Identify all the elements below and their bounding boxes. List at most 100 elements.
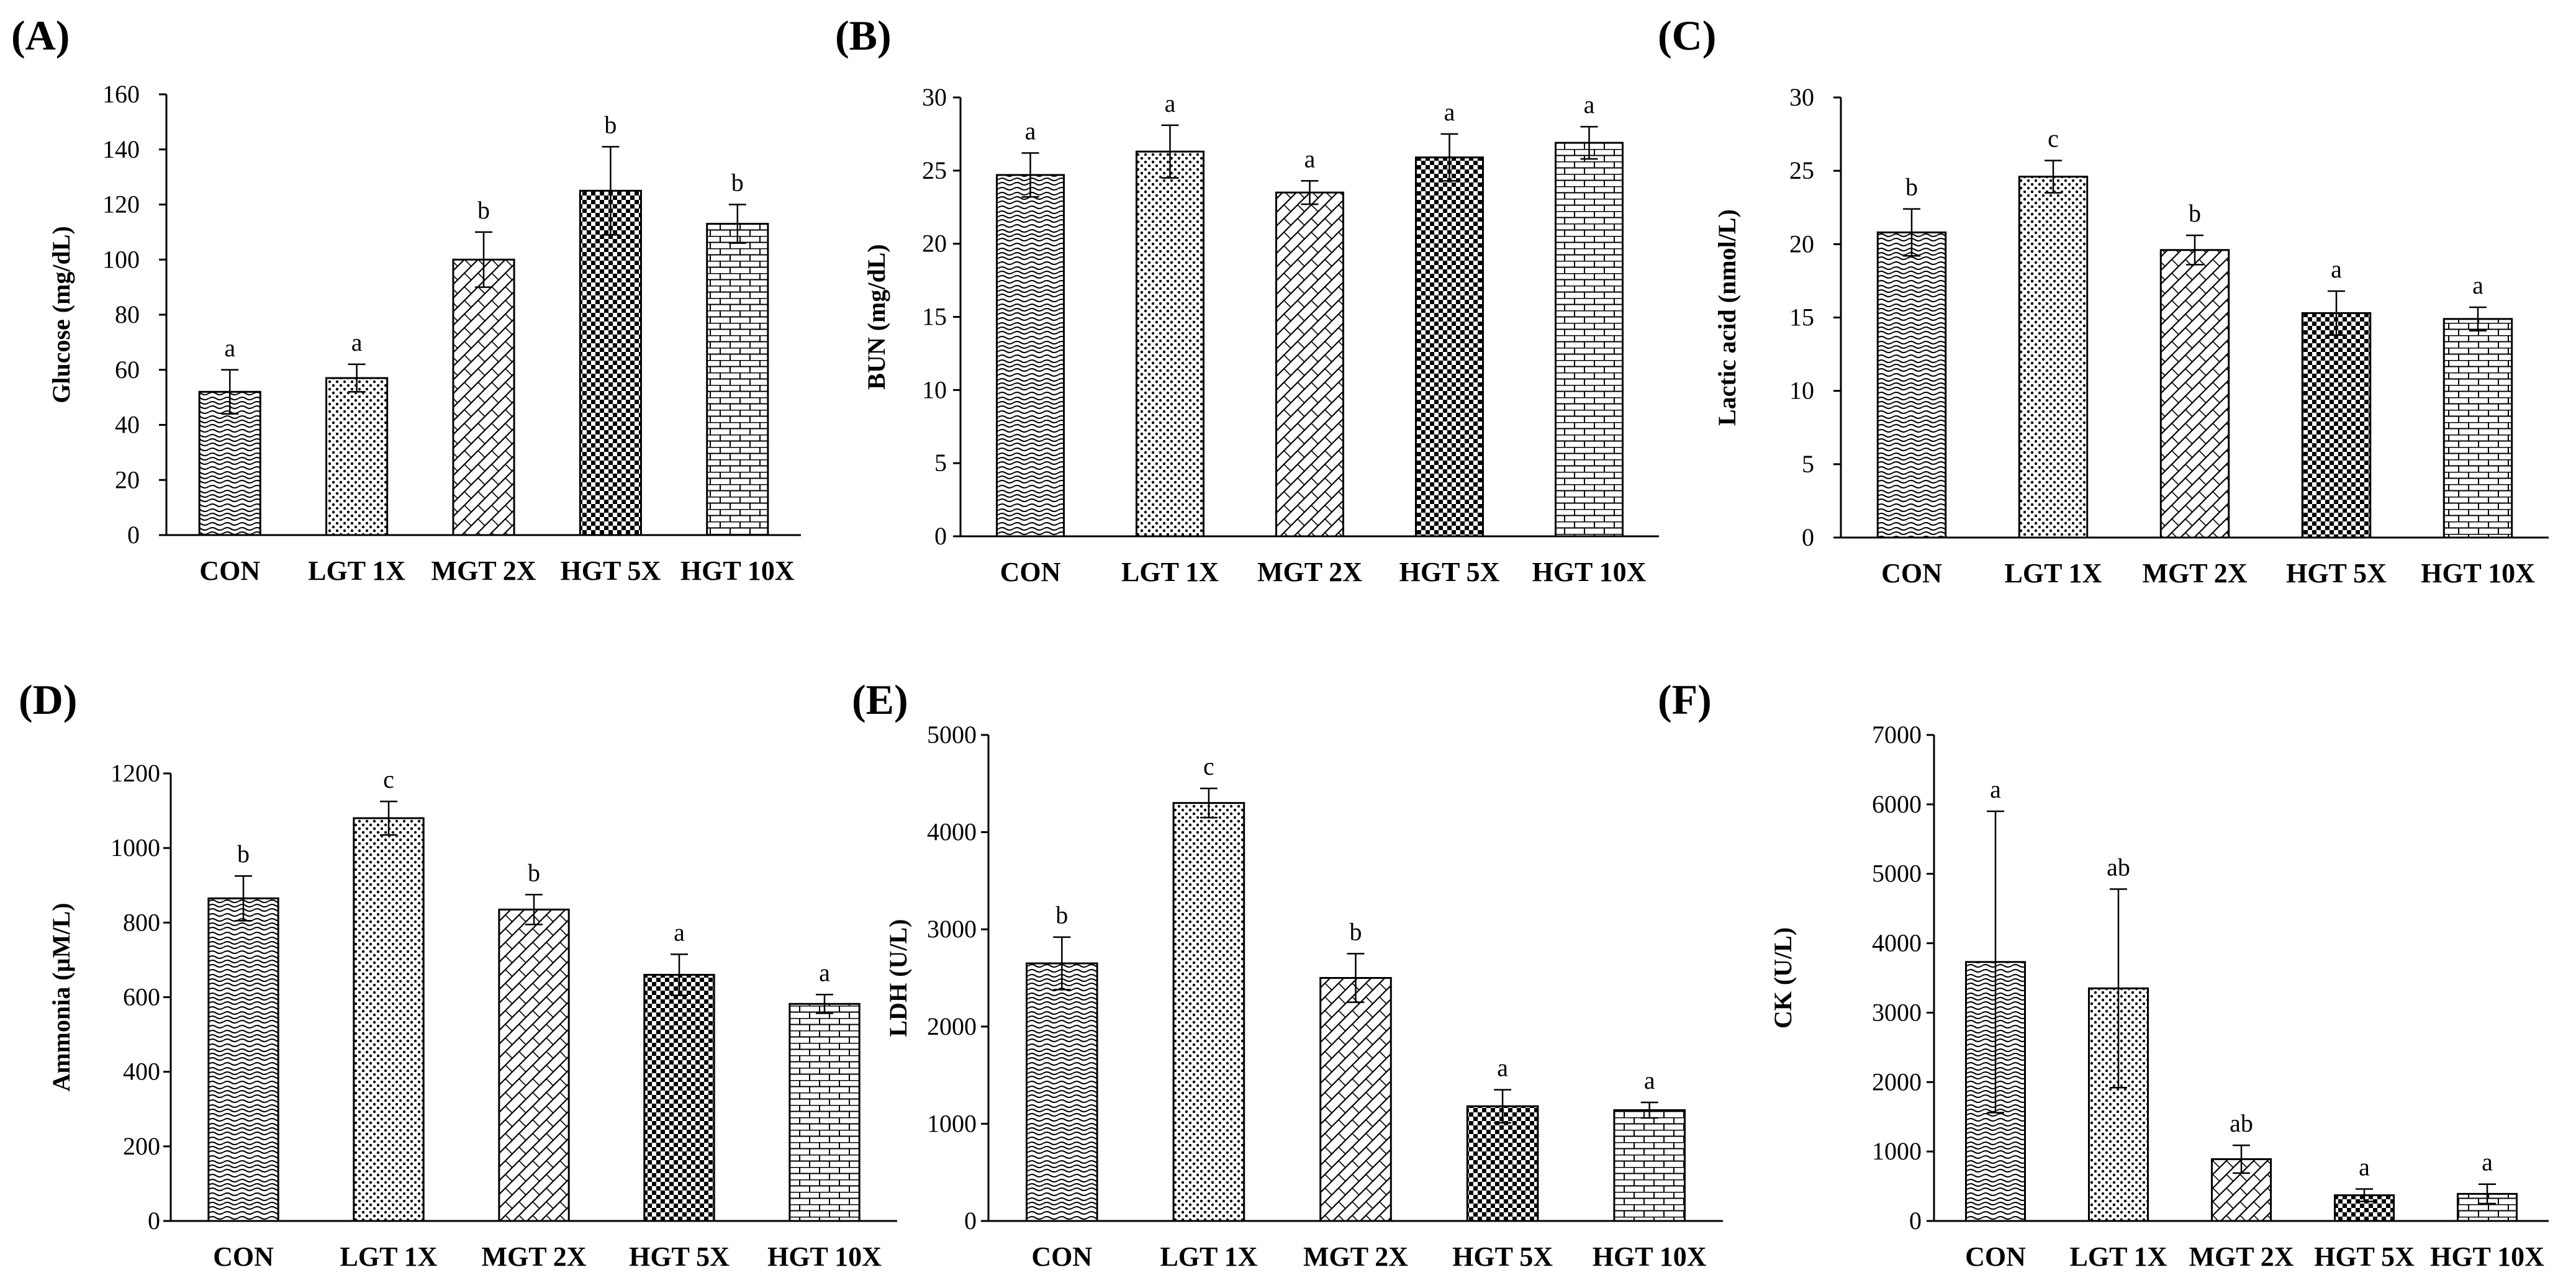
panel-f-significance-hgt-10x: a — [2482, 1148, 2493, 1176]
panel-d-ylabel: Ammonia (µM/L) — [47, 903, 75, 1091]
panel-c-ylabel: Lactic acid (nmol/L) — [1713, 209, 1741, 426]
panel-d-ytick-label: 200 — [123, 1132, 160, 1160]
panel-c-ytick-label: 30 — [1789, 83, 1814, 111]
panel-e-ytick-label: 5000 — [927, 721, 977, 749]
panel-f-significance-con: a — [1990, 775, 2001, 803]
panel-d-bar-hgt-10x — [789, 1002, 861, 1222]
panel-a-xtick-mgt-2x: MGT 2X — [431, 556, 536, 586]
panel-d-ytick-label: 600 — [123, 983, 160, 1011]
panel-b-ytick-label: 30 — [922, 83, 947, 111]
panel-e-error-bar-hgt-10x — [1640, 1101, 1658, 1119]
panel-e-xtick-lgt-1x: LGT 1X — [1160, 1241, 1257, 1272]
panel-d-xtick-mgt-2x: MGT 2X — [481, 1241, 586, 1272]
panel-c-error-bar-con — [1903, 208, 1920, 257]
panel-d-xtick-lgt-1x: LGT 1X — [340, 1241, 438, 1272]
panel-c-bar-mgt-2x — [2159, 249, 2230, 539]
panel-c-bar-lgt-1x — [2018, 176, 2089, 539]
panel-b-bar-hgt-5x — [1415, 156, 1484, 538]
panel-b-ytick-label: 20 — [922, 230, 947, 258]
panel-b-ytick-label: 15 — [922, 303, 947, 331]
panel-a-bar-hgt-5x — [579, 189, 642, 536]
panel-f-error-bar-lgt-1x — [2110, 888, 2127, 1089]
panel-d: (D) Ammonia (µM/L) 0 200 400 600 800 1000 1200 b C… — [19, 676, 897, 1272]
panel-d-error-bar-hgt-10x — [816, 994, 833, 1014]
panel-c-bar-hgt-10x — [2443, 318, 2513, 539]
panel-f-ytick-label: 6000 — [1872, 790, 1922, 818]
panel-b-xtick-hgt-10x: HGT 10X — [1532, 557, 1647, 587]
panel-e-ytick-label: 4000 — [927, 818, 977, 846]
panel-d-error-bar-con — [235, 875, 252, 922]
panel-e-ytick-label: 3000 — [927, 915, 977, 943]
panel-c-significance-lgt-1x: c — [2048, 125, 2059, 153]
panel-e-error-bar-lgt-1x — [1200, 787, 1218, 819]
panel-b-xtick-lgt-1x: LGT 1X — [1121, 557, 1219, 587]
panel-a-xtick-con: CON — [199, 556, 260, 586]
panel-e-error-bar-hgt-5x — [1494, 1089, 1512, 1124]
panel-b-bar-mgt-2x — [1275, 191, 1344, 538]
panel-f-xtick-con: CON — [1965, 1241, 2026, 1272]
panel-c-ytick-label: 5 — [1802, 450, 1814, 478]
panel-f-ytick-label: 7000 — [1872, 721, 1922, 749]
panel-d-significance-hgt-5x: a — [674, 918, 685, 946]
panel-c-error-bar-lgt-1x — [2045, 160, 2062, 194]
panel-b-significance-con: a — [1025, 117, 1036, 145]
panel-c-label: (C) — [1658, 12, 1716, 59]
panel-b-xtick-mgt-2x: MGT 2X — [1257, 557, 1362, 587]
panel-d-xtick-hgt-5x: HGT 5X — [629, 1241, 730, 1272]
panel-f-significance-hgt-5x: a — [2359, 1153, 2370, 1181]
panel-b-significance-hgt-5x: a — [1444, 98, 1455, 126]
panel-e-ytick-label: 0 — [964, 1207, 977, 1235]
panel-d-significance-con: b — [237, 840, 250, 868]
panel-f-ytick-label: 2000 — [1872, 1068, 1922, 1096]
panel-a-xtick-hgt-5x: HGT 5X — [561, 556, 661, 586]
panel-b-ytick-label: 25 — [922, 156, 947, 184]
panel-d-error-bar-mgt-2x — [525, 894, 543, 925]
panel-c-error-bar-hgt-10x — [2469, 306, 2487, 332]
panel-d-bar-con — [207, 897, 279, 1222]
panel-d-significance-hgt-10x: a — [819, 958, 830, 986]
panel-d-xtick-con: CON — [213, 1241, 274, 1272]
panel-b: (B) BUN (mg/dL) 0 5 10 15 20 25 30 a CON a LGT 1X a MG… — [835, 12, 1659, 587]
panel-e-error-bar-con — [1053, 936, 1071, 991]
panel-d-ytick-label: 1000 — [111, 834, 160, 862]
panel-c-significance-mgt-2x: b — [2189, 199, 2201, 227]
panel-a-xtick-hgt-10x: HGT 10X — [680, 556, 795, 586]
panel-c-xtick-lgt-1x: LGT 1X — [2005, 558, 2102, 588]
panel-a-ytick-label: 120 — [102, 191, 140, 218]
panel-a-label: (A) — [11, 12, 70, 59]
panel-e-bar-mgt-2x — [1319, 977, 1392, 1222]
panel-a-error-bar-hgt-10x — [728, 204, 746, 244]
panel-c-significance-con: b — [1905, 173, 1918, 201]
panel-b-error-bar-con — [1021, 152, 1039, 198]
panel-c-significance-hgt-10x: a — [2472, 271, 2483, 299]
panel-f-significance-lgt-1x: ab — [2107, 853, 2130, 881]
panel-d-ytick-label: 0 — [148, 1207, 160, 1235]
panel-d-label: (D) — [19, 676, 77, 723]
panel-f-ytick-label: 0 — [1909, 1207, 1922, 1235]
panel-b-ytick-label: 10 — [922, 376, 947, 403]
panel-d-error-bar-hgt-5x — [671, 953, 688, 996]
panel-c-xtick-mgt-2x: MGT 2X — [2142, 558, 2247, 588]
panel-a-significance-mgt-2x: b — [477, 196, 490, 224]
panel-c-ytick-label: 20 — [1789, 230, 1814, 258]
panel-c-error-bar-hgt-5x — [2328, 290, 2345, 336]
panel-d-bar-hgt-5x — [643, 973, 715, 1222]
panel-e-significance-con: b — [1055, 901, 1068, 929]
panel-d-xtick-hgt-10x: HGT 10X — [767, 1241, 882, 1272]
panel-c-ytick-label: 25 — [1789, 156, 1814, 184]
panel-d-significance-mgt-2x: b — [528, 858, 540, 886]
panel-a-ytick-label: 160 — [102, 80, 140, 108]
panel-e-significance-mgt-2x: b — [1350, 917, 1362, 945]
panel-b-significance-hgt-10x: a — [1584, 91, 1595, 119]
panel-a-ytick-label: 100 — [102, 245, 140, 273]
panel-f-error-bar-con — [1987, 810, 2004, 1114]
panel-e-label: (E) — [852, 676, 908, 723]
panel-a-bar-hgt-10x — [706, 223, 769, 536]
panel-b-ylabel: BUN (mg/dL) — [862, 244, 890, 389]
panel-a-error-bar-hgt-5x — [602, 146, 620, 236]
panel-c-xtick-hgt-5x: HGT 5X — [2286, 558, 2387, 588]
panel-b-significance-lgt-1x: a — [1165, 89, 1176, 117]
panel-c-xtick-hgt-10x: HGT 10X — [2421, 558, 2535, 588]
panel-d-significance-lgt-1x: c — [383, 765, 394, 793]
